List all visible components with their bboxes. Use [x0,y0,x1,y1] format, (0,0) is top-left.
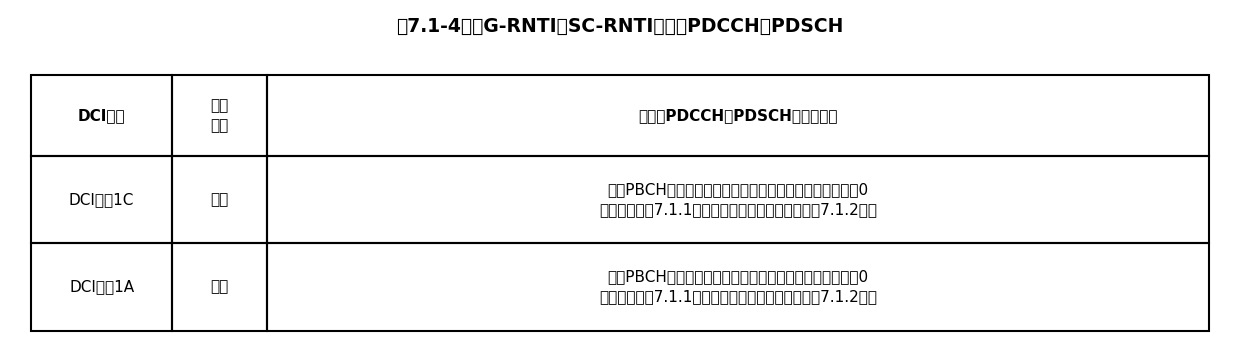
Text: DCI格式1A: DCI格式1A [69,280,134,295]
Text: 公共: 公共 [211,192,228,207]
Text: 如果PBCH天线端口的数目是一个，单天线端口，使用端口0
（参见子条款7.1.1），否则发送分集（参见子条款7.1.2）。: 如果PBCH天线端口的数目是一个，单天线端口，使用端口0 （参见子条款7.1.1… [599,270,877,305]
Text: 表7.1-4：由G-RNTI或SC-RNTI配置的PDCCH和PDSCH: 表7.1-4：由G-RNTI或SC-RNTI配置的PDCCH和PDSCH [397,17,843,36]
Text: DCI格式1C: DCI格式1C [69,192,134,207]
Text: 对应于PDCCH的PDSCH的传输方案: 对应于PDCCH的PDSCH的传输方案 [639,108,837,123]
Text: 公共: 公共 [211,280,228,295]
Text: 搜索
空间: 搜索 空间 [211,98,228,133]
Text: DCI格式: DCI格式 [78,108,125,123]
Text: 如果PBCH天线端口的数目是一个，单天线端口，使用端口0
（参见子条款7.1.1），否则发送分集（参见子条款7.1.2）。: 如果PBCH天线端口的数目是一个，单天线端口，使用端口0 （参见子条款7.1.1… [599,182,877,217]
